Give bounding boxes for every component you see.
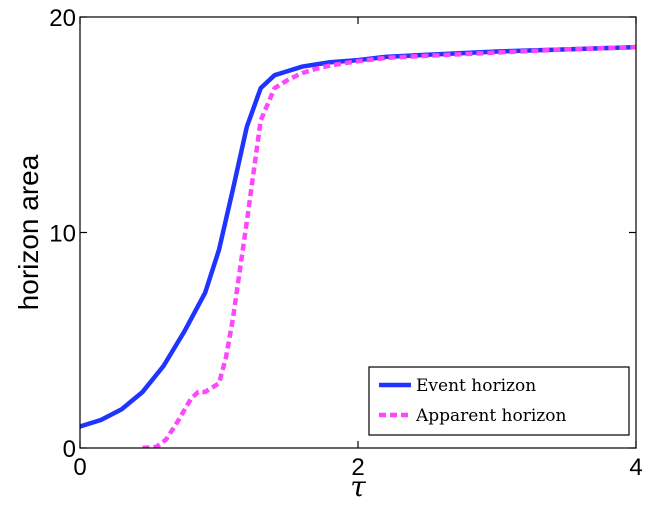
- legend-label: Event horizon: [416, 376, 536, 396]
- y-tick-label: 0: [63, 436, 76, 463]
- legend-label: Apparent horizon: [415, 406, 566, 426]
- y-tick-label: 20: [49, 5, 76, 32]
- x-tick-label: 4: [629, 454, 642, 481]
- y-axis-label: horizon area: [13, 154, 44, 310]
- legend: Event horizon Apparent horizon: [369, 367, 629, 435]
- x-axis-label: τ: [350, 470, 366, 503]
- y-tick-label: 10: [49, 221, 76, 248]
